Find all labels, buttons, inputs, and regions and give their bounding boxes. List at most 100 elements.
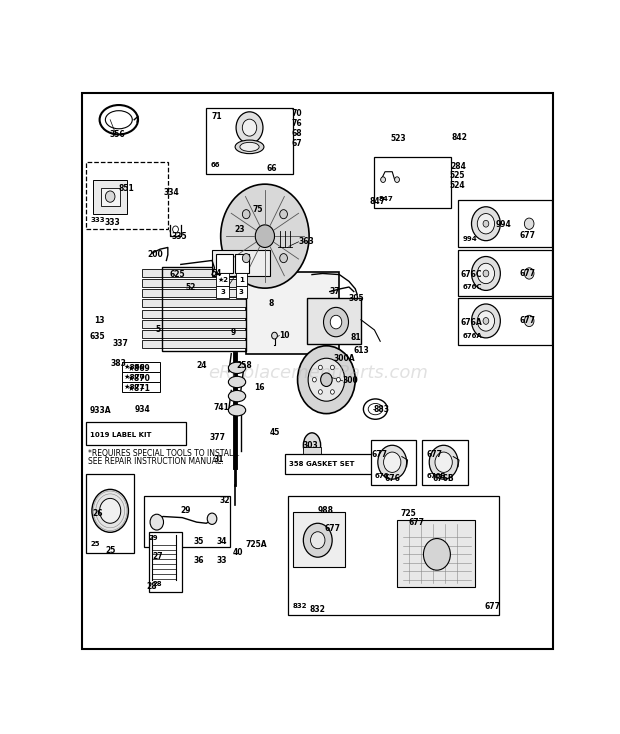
Text: 200: 200 <box>147 250 163 259</box>
Text: 741: 741 <box>213 403 229 412</box>
Text: 13: 13 <box>94 316 105 325</box>
Circle shape <box>477 214 495 234</box>
Bar <box>288 496 499 615</box>
Circle shape <box>308 358 345 401</box>
Bar <box>246 272 339 354</box>
Bar <box>100 188 120 206</box>
Bar <box>236 274 247 286</box>
Bar <box>216 286 229 298</box>
Ellipse shape <box>235 140 264 153</box>
Text: 45: 45 <box>270 429 280 437</box>
Text: 676B: 676B <box>427 473 446 479</box>
Text: 677: 677 <box>520 269 536 278</box>
Text: 3: 3 <box>239 289 244 295</box>
Text: 677: 677 <box>408 517 424 526</box>
Text: 37: 37 <box>330 287 340 296</box>
Text: 832: 832 <box>292 603 307 609</box>
Circle shape <box>330 366 334 370</box>
Text: 676A: 676A <box>461 318 483 327</box>
Text: 34: 34 <box>217 537 228 546</box>
Circle shape <box>298 346 355 414</box>
Text: 300: 300 <box>343 377 358 385</box>
Bar <box>122 372 160 382</box>
Bar <box>371 440 416 485</box>
Text: ★869: ★869 <box>123 364 146 370</box>
Text: 68: 68 <box>291 128 302 138</box>
Text: 66: 66 <box>211 161 220 168</box>
Bar <box>86 161 168 229</box>
Text: 24: 24 <box>197 360 207 369</box>
Bar <box>285 454 381 473</box>
Circle shape <box>92 490 128 532</box>
Bar <box>143 310 246 318</box>
Text: 29: 29 <box>148 535 157 542</box>
Circle shape <box>321 373 332 387</box>
Bar <box>216 254 232 274</box>
Circle shape <box>471 207 500 241</box>
Text: ★2: ★2 <box>217 277 228 283</box>
Text: 66: 66 <box>267 164 277 172</box>
Bar <box>422 440 468 485</box>
Circle shape <box>207 513 217 524</box>
Text: 28: 28 <box>147 582 157 591</box>
Bar <box>236 286 247 298</box>
Text: 70: 70 <box>291 109 302 118</box>
Text: 335: 335 <box>171 232 187 241</box>
Text: 25: 25 <box>105 546 115 555</box>
Text: 334: 334 <box>163 188 179 197</box>
Bar <box>143 299 246 308</box>
Circle shape <box>477 264 495 283</box>
Text: 25: 25 <box>91 541 100 547</box>
Bar <box>458 298 552 345</box>
Text: 358 GASKET SET: 358 GASKET SET <box>290 461 355 467</box>
Text: 677: 677 <box>325 524 341 534</box>
Bar <box>216 274 229 286</box>
Text: 377: 377 <box>210 433 226 442</box>
Text: ★869: ★869 <box>128 364 151 373</box>
Bar <box>458 200 552 247</box>
Circle shape <box>242 210 250 219</box>
Bar <box>143 289 246 297</box>
Bar <box>144 496 230 547</box>
Text: 635: 635 <box>89 333 105 341</box>
Circle shape <box>423 539 450 570</box>
Text: 994: 994 <box>495 220 512 229</box>
Circle shape <box>435 452 453 473</box>
Circle shape <box>100 498 121 523</box>
Circle shape <box>242 254 250 263</box>
Circle shape <box>105 191 115 203</box>
Circle shape <box>381 177 386 183</box>
Text: 3: 3 <box>220 289 225 295</box>
Bar <box>86 473 134 553</box>
Text: 676: 676 <box>375 473 389 479</box>
Bar <box>93 180 126 214</box>
Text: 333: 333 <box>91 217 105 223</box>
Text: 36: 36 <box>194 556 204 564</box>
Text: 676C: 676C <box>463 284 482 291</box>
Text: *REQUIRES SPECIAL TOOLS TO INSTALL.: *REQUIRES SPECIAL TOOLS TO INSTALL. <box>88 448 240 458</box>
Text: 284: 284 <box>450 161 466 170</box>
Text: 851: 851 <box>118 184 134 193</box>
Ellipse shape <box>228 362 246 374</box>
Circle shape <box>483 220 489 227</box>
Circle shape <box>471 304 500 338</box>
Bar <box>303 447 321 455</box>
Circle shape <box>311 531 325 549</box>
Bar <box>397 520 475 586</box>
Ellipse shape <box>228 404 246 416</box>
Bar <box>149 531 182 592</box>
Text: 883: 883 <box>373 404 389 413</box>
Text: 10: 10 <box>279 331 290 340</box>
Circle shape <box>303 523 332 557</box>
Text: 303: 303 <box>303 441 318 450</box>
Text: ★871: ★871 <box>123 384 145 390</box>
Bar <box>143 340 246 348</box>
Text: 75: 75 <box>252 205 263 214</box>
Bar <box>162 267 246 351</box>
Ellipse shape <box>228 377 246 388</box>
Text: 32: 32 <box>219 496 230 505</box>
Text: 677: 677 <box>426 450 442 459</box>
Text: SEE REPAIR INSTRUCTION MANUAL.: SEE REPAIR INSTRUCTION MANUAL. <box>88 457 224 465</box>
Text: 625: 625 <box>170 270 185 279</box>
Text: 35: 35 <box>194 537 204 546</box>
